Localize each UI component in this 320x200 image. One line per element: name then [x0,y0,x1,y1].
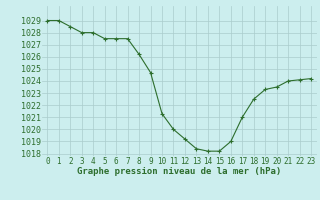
X-axis label: Graphe pression niveau de la mer (hPa): Graphe pression niveau de la mer (hPa) [77,167,281,176]
